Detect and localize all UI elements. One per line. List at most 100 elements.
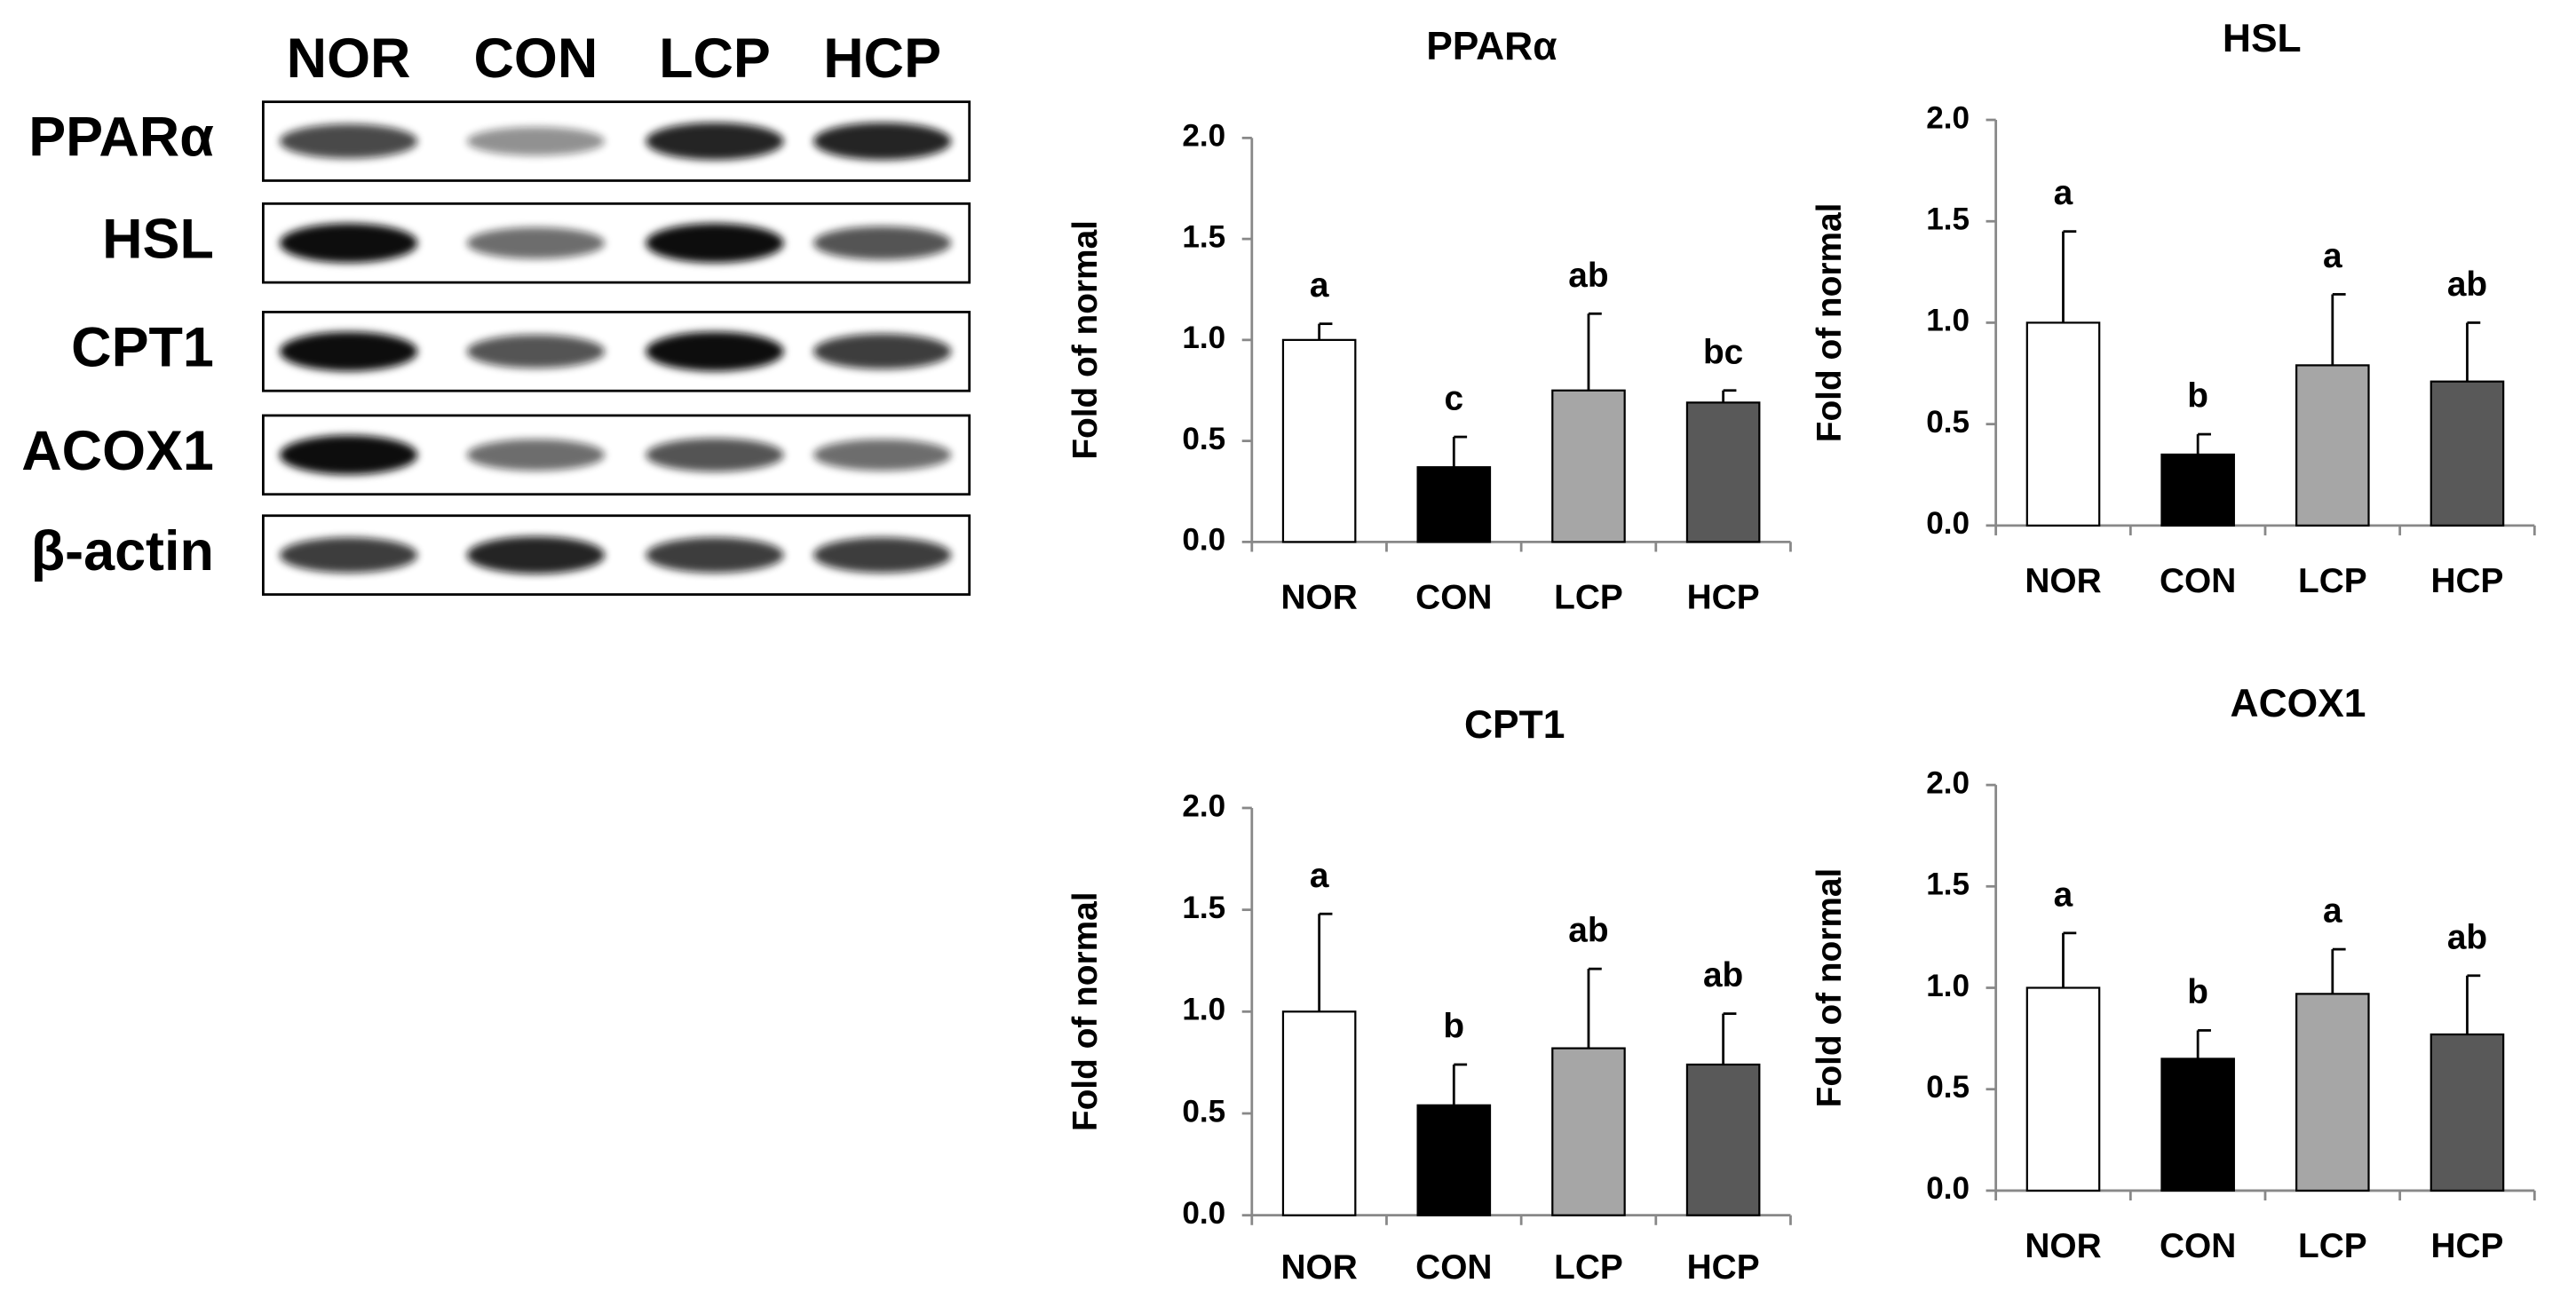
significance-label: ab bbox=[2447, 265, 2487, 304]
blot-band bbox=[812, 226, 952, 260]
bar bbox=[2295, 993, 2370, 1192]
bar bbox=[1416, 466, 1492, 543]
x-tick-label: CON bbox=[1415, 1248, 1492, 1287]
chart-title: HSL bbox=[2223, 17, 2302, 60]
bar bbox=[1685, 401, 1761, 543]
y-tick-label: 1.0 bbox=[1926, 969, 1970, 1003]
blot-band bbox=[466, 334, 606, 368]
chart-title: CPT1 bbox=[1464, 703, 1565, 747]
x-tick-label: LCP bbox=[1554, 1248, 1623, 1287]
bar bbox=[2295, 364, 2370, 527]
blot-band bbox=[466, 126, 606, 156]
significance-label: b bbox=[2187, 377, 2208, 416]
x-tick-label: LCP bbox=[2298, 1227, 2367, 1265]
bar bbox=[2025, 321, 2101, 527]
significance-label: a bbox=[2323, 892, 2342, 931]
chart-title: PPARα bbox=[1426, 25, 1557, 68]
significance-label: ab bbox=[2447, 918, 2487, 956]
row-label: HSL bbox=[102, 208, 214, 270]
significance-label: c bbox=[1445, 380, 1464, 418]
bar bbox=[2429, 380, 2505, 527]
significance-label: ab bbox=[1568, 257, 1608, 295]
y-tick-label: 0.0 bbox=[1926, 506, 1970, 541]
x-tick-label: NOR bbox=[2025, 562, 2101, 600]
bar bbox=[1281, 338, 1357, 543]
y-axis-label: Fold of normal bbox=[1811, 868, 1849, 1108]
blot-band bbox=[279, 331, 418, 371]
blot-band bbox=[279, 123, 418, 159]
y-tick-label: 2.0 bbox=[1182, 788, 1225, 823]
x-tick-label: LCP bbox=[1554, 578, 1623, 616]
blot-band bbox=[812, 439, 952, 471]
blot-band bbox=[279, 435, 418, 475]
y-tick-label: 1.0 bbox=[1182, 321, 1225, 355]
lane-label: LCP bbox=[659, 28, 771, 90]
x-tick-label: HCP bbox=[1687, 578, 1760, 616]
x-tick-label: CON bbox=[2160, 1227, 2236, 1265]
x-tick-label: NOR bbox=[2025, 1227, 2101, 1265]
y-tick-label: 0.5 bbox=[1182, 1094, 1225, 1129]
y-tick-label: 0.5 bbox=[1926, 1070, 1970, 1105]
bar bbox=[1685, 1063, 1761, 1216]
x-tick-label: HCP bbox=[2430, 1227, 2503, 1265]
y-tick-label: 0.0 bbox=[1182, 1196, 1225, 1231]
bar bbox=[1281, 1010, 1357, 1216]
lane-label: CON bbox=[474, 28, 598, 90]
significance-label: a bbox=[2054, 174, 2073, 212]
significance-label: ab bbox=[1568, 912, 1608, 950]
y-tick-label: 1.0 bbox=[1182, 993, 1225, 1027]
significance-label: bc bbox=[1703, 333, 1743, 371]
y-tick-label: 1.5 bbox=[1182, 891, 1225, 925]
bar bbox=[2025, 986, 2101, 1192]
y-axis-label: Fold of normal bbox=[1066, 220, 1105, 460]
significance-label: a bbox=[2054, 875, 2073, 914]
y-tick-label: 0.5 bbox=[1182, 422, 1225, 456]
bar bbox=[2160, 453, 2235, 527]
significance-label: a bbox=[1310, 857, 1329, 895]
significance-label: b bbox=[1443, 1008, 1464, 1046]
blot-band bbox=[466, 439, 606, 471]
row-label: PPARα bbox=[28, 107, 214, 169]
y-tick-label: 2.0 bbox=[1926, 765, 1970, 800]
blot-band bbox=[646, 331, 784, 371]
y-tick-label: 1.5 bbox=[1182, 219, 1225, 254]
row-label: ACOX1 bbox=[21, 420, 214, 482]
blot-band bbox=[466, 226, 606, 259]
blot-band bbox=[812, 122, 952, 161]
y-tick-label: 1.5 bbox=[1926, 202, 1970, 237]
chart-title: ACOX1 bbox=[2231, 682, 2366, 725]
significance-label: a bbox=[2323, 237, 2342, 275]
bar bbox=[2429, 1033, 2505, 1192]
x-tick-label: HCP bbox=[1687, 1248, 1760, 1287]
x-tick-label: NOR bbox=[1280, 1248, 1357, 1287]
y-tick-label: 0.0 bbox=[1182, 523, 1225, 558]
bar bbox=[1551, 1047, 1626, 1216]
y-tick-label: 0.0 bbox=[1926, 1171, 1970, 1206]
significance-label: ab bbox=[1703, 956, 1743, 994]
y-tick-label: 2.0 bbox=[1182, 119, 1225, 154]
bar bbox=[1551, 389, 1626, 543]
blot-band bbox=[279, 537, 418, 574]
blot-band bbox=[646, 438, 784, 472]
bar bbox=[2160, 1057, 2235, 1192]
x-tick-label: CON bbox=[1415, 578, 1492, 616]
blot-band bbox=[646, 223, 784, 263]
significance-label: a bbox=[1310, 266, 1329, 305]
y-tick-label: 2.0 bbox=[1926, 100, 1970, 135]
blot-band bbox=[812, 333, 952, 369]
blot-band bbox=[812, 537, 952, 574]
row-label: β-actin bbox=[31, 520, 214, 582]
y-axis-label: Fold of normal bbox=[1066, 892, 1105, 1132]
x-tick-label: NOR bbox=[1280, 578, 1357, 616]
y-tick-label: 1.0 bbox=[1926, 304, 1970, 338]
y-tick-label: 1.5 bbox=[1926, 867, 1970, 902]
y-tick-label: 0.5 bbox=[1926, 405, 1970, 440]
x-tick-label: LCP bbox=[2298, 562, 2367, 600]
row-label: CPT1 bbox=[71, 316, 214, 378]
blot-band bbox=[466, 536, 606, 574]
lane-label: HCP bbox=[823, 28, 941, 90]
x-tick-label: CON bbox=[2160, 562, 2236, 600]
blot-band bbox=[646, 537, 784, 574]
blot-band bbox=[646, 122, 784, 161]
